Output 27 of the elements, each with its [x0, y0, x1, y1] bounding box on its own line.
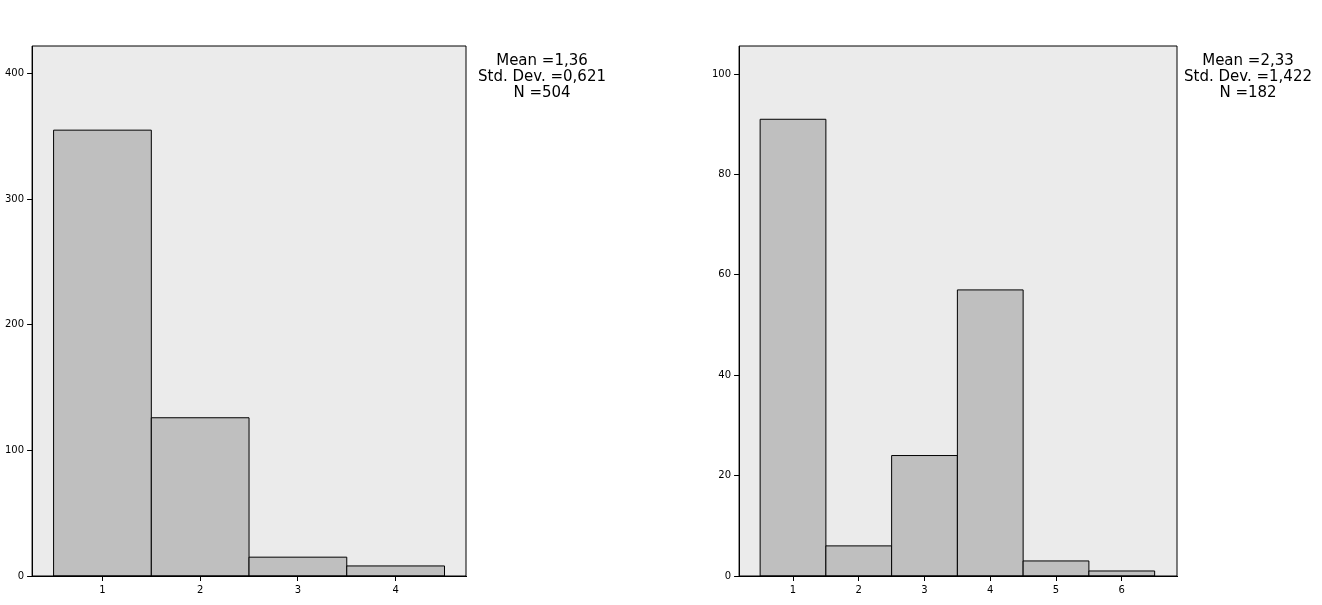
x-tick-label: 4 — [392, 583, 399, 595]
text: Mean =1,36 — [495, 51, 589, 69]
y-tick-label: 60 — [718, 268, 732, 280]
y-tick-label: 400 — [4, 67, 25, 79]
y-tick-label: 20 — [718, 469, 732, 481]
x-tick-label: 3 — [294, 583, 302, 595]
text: N =504 — [512, 83, 572, 101]
y-tick-label: 100 — [711, 67, 732, 79]
x-tick-label: 4 — [987, 583, 994, 595]
x-tick-label: 3 — [921, 583, 928, 595]
y-tick-label: 300 — [4, 192, 25, 204]
x-tick-label: 6 — [1118, 583, 1125, 595]
y-tick-label: 200 — [4, 318, 25, 330]
y-tick-label: 40 — [718, 368, 732, 380]
y-tick-label: 100 — [4, 444, 25, 455]
y-tick-label: 0 — [724, 569, 732, 581]
y-tick-label: 80 — [718, 168, 732, 180]
x-tick-label: 1 — [99, 583, 106, 595]
x-tick-label: 2 — [855, 583, 862, 595]
text: Std. Dev. =1,422 — [1183, 67, 1313, 85]
x-tick-label: 1 — [789, 583, 797, 595]
text: N =182 — [1218, 83, 1278, 101]
y-tick-label: 0 — [17, 569, 25, 581]
x-tick-label: 2 — [196, 583, 204, 595]
text: Std. Dev. =0,621 — [477, 67, 607, 85]
text: Mean =2,33 — [1201, 51, 1295, 69]
x-tick-label: 5 — [1052, 583, 1060, 595]
